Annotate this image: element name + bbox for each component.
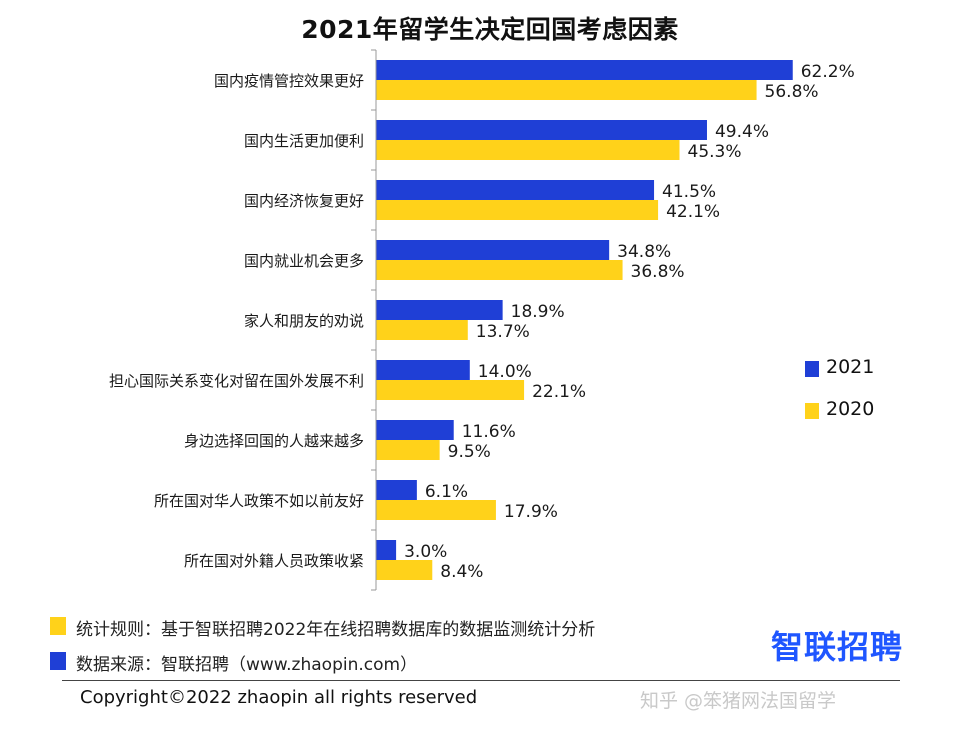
category-label: 身边选择回国的人越来越多 [184, 432, 364, 450]
data-label-2020: 9.5% [448, 442, 491, 462]
legend-label-2021: 2021 [826, 356, 875, 378]
bar-2020 [376, 200, 659, 220]
bar-2021 [376, 480, 417, 500]
bar-2021 [376, 300, 503, 320]
bar-2021 [376, 60, 793, 80]
data-label-2020: 36.8% [631, 262, 685, 282]
bar-2021 [376, 240, 610, 260]
footer-source-text: 数据来源：智联招聘（www.zhaopin.com） [76, 655, 418, 675]
bar-2021 [376, 360, 470, 380]
bar-2020 [376, 140, 680, 160]
data-label-2020: 17.9% [504, 502, 558, 522]
bar-chart: 国内疫情管控效果更好 62.2%56.8% 国内生活更加便利 49.4%45.3% 国内… [109, 49, 855, 591]
category-label: 国内就业机会更多 [244, 252, 364, 270]
bar-2021 [376, 120, 707, 140]
data-label-2021: 62.2% [801, 62, 855, 82]
data-label-2021: 34.8% [617, 242, 671, 262]
bar-2021 [376, 540, 397, 560]
data-label-2021: 14.0% [478, 362, 532, 382]
legend-swatch-2020 [805, 403, 819, 419]
bar-2020 [376, 380, 525, 400]
bar-2020 [376, 320, 468, 340]
brand-logo: 智联招聘 [771, 628, 904, 666]
data-label-2020: 13.7% [476, 322, 530, 342]
category-label: 家人和朋友的劝说 [244, 312, 364, 330]
bar-2020 [376, 260, 623, 280]
category-label: 担心国际关系变化对留在国外发展不利 [109, 372, 364, 390]
copyright-text: Copyright©2022 zhaopin all rights reserv… [80, 687, 478, 708]
bar-2020 [376, 560, 433, 580]
legend-label-2020: 2020 [826, 398, 875, 420]
data-label-2020: 22.1% [532, 382, 586, 402]
data-label-2021: 6.1% [425, 482, 468, 502]
footer-source-marker [50, 652, 66, 670]
category-label: 国内生活更加便利 [244, 132, 364, 150]
footer-rule-marker [50, 617, 66, 635]
data-label-2020: 42.1% [666, 202, 720, 222]
data-label-2020: 45.3% [688, 142, 742, 162]
bar-2021 [376, 180, 655, 200]
data-label-2021: 49.4% [715, 122, 769, 142]
footer-divider [62, 680, 900, 681]
data-label-2020: 56.8% [765, 82, 819, 102]
watermark-text: 知乎 @笨猪网法国留学 [640, 690, 837, 712]
data-label-2021: 18.9% [511, 302, 565, 322]
bar-2020 [376, 80, 757, 100]
data-label-2021: 3.0% [404, 542, 447, 562]
bar-2020 [376, 500, 496, 520]
bar-2021 [376, 420, 454, 440]
category-label: 国内疫情管控效果更好 [214, 72, 364, 90]
category-label: 国内经济恢复更好 [244, 192, 364, 210]
category-label: 所在国对华人政策不如以前友好 [154, 492, 364, 510]
footer-rule-text: 统计规则：基于智联招聘2022年在线招聘数据库的数据监测统计分析 [76, 620, 596, 640]
category-label: 所在国对外籍人员政策收紧 [184, 552, 364, 570]
data-label-2020: 8.4% [440, 562, 483, 582]
bar-2020 [376, 440, 440, 460]
chart-title: 2021年留学生决定回国考虑因素 [301, 15, 679, 44]
data-label-2021: 41.5% [662, 182, 716, 202]
data-label-2021: 11.6% [462, 422, 516, 442]
legend-swatch-2021 [805, 361, 819, 377]
